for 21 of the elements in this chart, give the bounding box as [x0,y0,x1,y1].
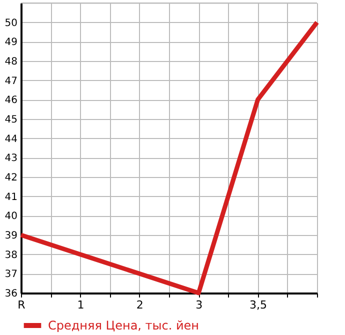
y-tick-label: 37 [4,269,18,280]
y-tick-label: 36 [4,288,18,300]
y-tick-label: 38 [4,250,18,261]
y-tick-label: 46 [4,95,18,106]
y-tick-label: 43 [4,153,18,164]
y-tick-label: 42 [4,172,18,184]
x-tick-label: 3 [196,298,203,312]
y-tick-label: 40 [4,211,18,222]
legend-label: Средняя Цена, тыс. йен [48,318,200,332]
y-tick-label: 44 [4,134,18,145]
y-tick-label: 39 [4,230,18,242]
y-tick-label: 41 [4,192,18,203]
y-tick-label: 50 [4,18,18,29]
y-tick-label: 45 [4,114,18,126]
x-tick-label: 1 [77,298,84,312]
x-tick-label: 2 [136,298,144,312]
x-tick-label: 3,5 [250,298,268,312]
y-tick-label: 49 [4,37,18,48]
x-tick-label: R [18,298,26,312]
y-tick-label: 47 [4,76,18,87]
y-tick-label: 48 [4,56,18,68]
